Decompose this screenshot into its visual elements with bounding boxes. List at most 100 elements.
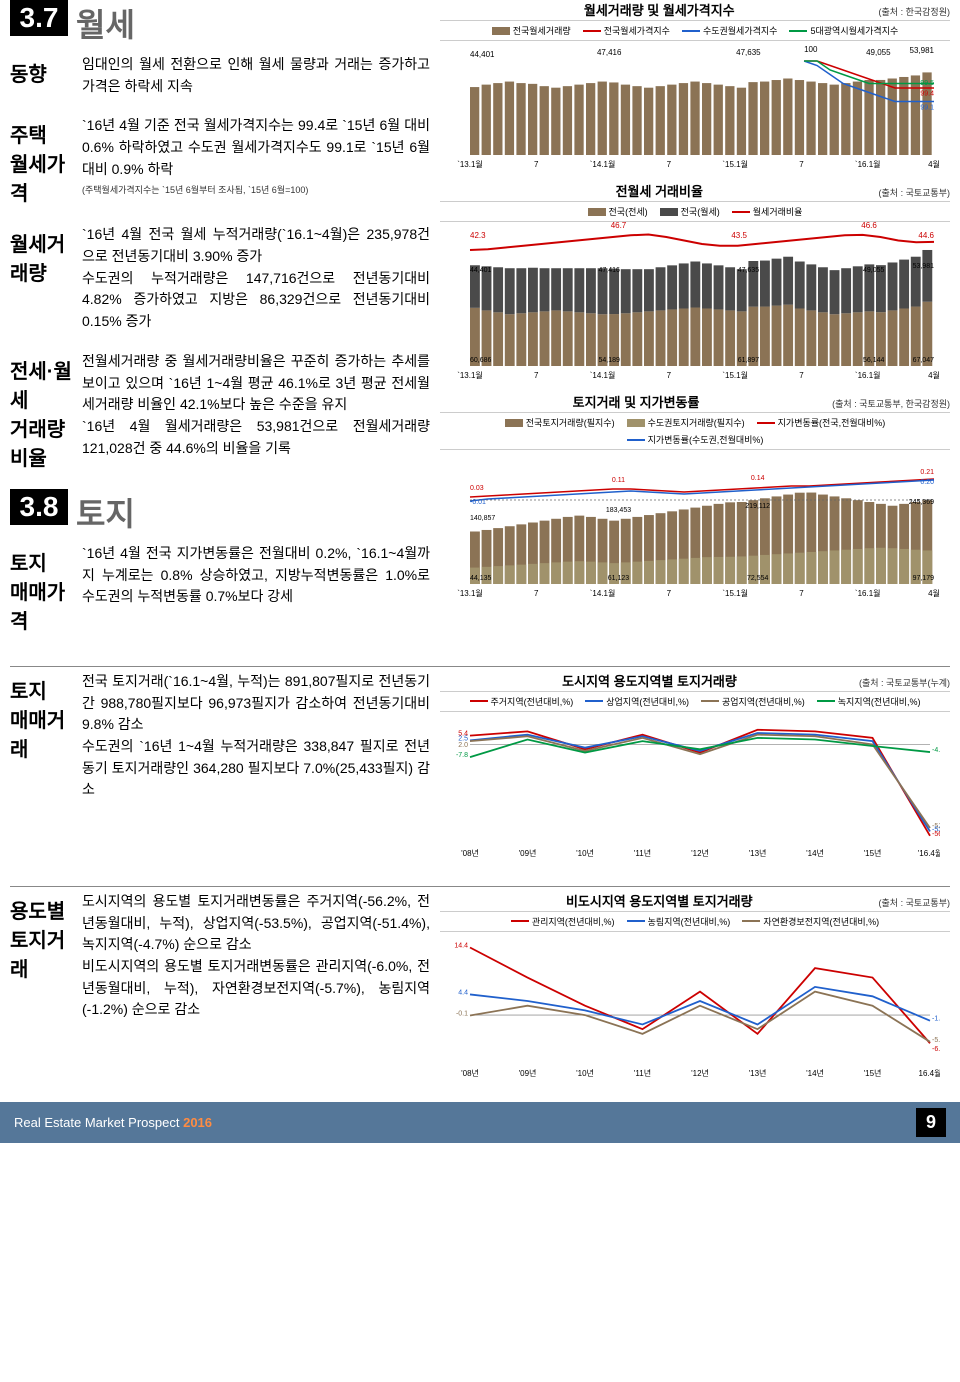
svg-text:7: 7	[667, 160, 672, 169]
svg-text:-4.7: -4.7	[932, 747, 940, 754]
svg-text:43.5: 43.5	[731, 231, 747, 240]
svg-text:7: 7	[667, 589, 672, 598]
svg-text:0.03: 0.03	[470, 485, 484, 492]
svg-text:-5.7: -5.7	[932, 1037, 940, 1044]
chart5-title: 비도시지역 용도지역별 토지거래량	[566, 891, 753, 910]
chart2-source: (출처 : 국토교통부)	[879, 186, 950, 199]
svg-text:2.0: 2.0	[458, 742, 468, 749]
svg-text:7: 7	[534, 589, 539, 598]
legend-item: 지가변동률(전국,전월대비%)	[757, 416, 886, 429]
legend-item: 5대광역시월세가격지수	[789, 24, 898, 37]
svg-text:'16.4월: '16.4월	[918, 848, 940, 858]
svg-text:`14.1월: `14.1월	[590, 588, 616, 598]
svg-text:49,055: 49,055	[866, 48, 891, 57]
svg-text:4월: 4월	[928, 588, 940, 598]
svg-text:-7.8: -7.8	[456, 752, 468, 759]
svg-text:44.6: 44.6	[918, 231, 934, 240]
svg-text:47,635: 47,635	[738, 267, 760, 274]
svg-text:4.4: 4.4	[458, 989, 468, 996]
svg-text:`14.1월: `14.1월	[590, 370, 616, 380]
svg-text:219,112: 219,112	[745, 503, 770, 510]
body-landprice: `16년 4월 전국 지가변동률은 전월대비 0.2%, `16.1~4월까지 …	[82, 543, 430, 634]
legend-item: 전국(전세)	[588, 205, 648, 218]
chart5-source: (출처 : 국토교통부)	[879, 896, 950, 909]
footer-year: 2016	[183, 1115, 212, 1130]
svg-text:44,135: 44,135	[470, 575, 492, 582]
legend-label: 수도권월세가격지수	[703, 24, 778, 37]
svg-text:'15년: '15년	[864, 1068, 882, 1078]
label-landprice: 토지 매매가격	[10, 543, 72, 634]
legend-label: 관리지역(전년대비,%)	[532, 915, 615, 928]
svg-text:53,981: 53,981	[910, 46, 935, 55]
svg-text:46.7: 46.7	[611, 222, 627, 230]
svg-text:-56.2: -56.2	[932, 831, 940, 838]
label-trend: 동향	[10, 54, 72, 97]
chart1-source: (출처 : 한국감정원)	[879, 5, 950, 18]
legend-item: 관리지역(전년대비,%)	[511, 915, 615, 928]
chart4-title: 도시지역 용도지역별 토지거래량	[562, 671, 737, 690]
svg-text:14.4: 14.4	[454, 942, 468, 949]
legend-item: 월세거래비율	[732, 205, 803, 218]
legend-label: 농림지역(전년대비,%)	[648, 915, 731, 928]
chart4-source: (출처 : 국토교통부(누계)	[859, 676, 950, 689]
chart1-title: 월세거래량 및 월세가격지수	[584, 0, 735, 19]
chart3-title: 토지거래 및 지가변동률	[573, 392, 700, 411]
svg-text:56,144: 56,144	[863, 357, 885, 364]
svg-text:'08년: '08년	[461, 1068, 479, 1078]
legend-item: 전국월세거래량	[492, 24, 571, 37]
svg-text:`15.1월: `15.1월	[722, 588, 748, 598]
body-ratio: 전월세거래량 중 월세거래량비율은 꾸준히 증가하는 추세를 보이고 있으며 `…	[82, 351, 430, 471]
svg-text:99.1: 99.1	[920, 105, 934, 112]
svg-text:'14년: '14년	[806, 848, 824, 858]
label-price: 주택 월세가격	[10, 115, 72, 206]
svg-text:140,857: 140,857	[470, 515, 495, 522]
svg-text:72,554: 72,554	[747, 575, 769, 582]
body-usetrade: 도시지역의 용도별 토지거래변동률은 주거지역(-56.2%, 전년동월대비, …	[82, 891, 430, 1021]
svg-text:44,401: 44,401	[470, 50, 495, 59]
svg-text:60,686: 60,686	[470, 357, 492, 364]
svg-text:99.4: 99.4	[920, 91, 934, 98]
svg-text:'10년: '10년	[576, 848, 594, 858]
chart-jeonwolse-ratio: 전월세 거래비율 (출처 : 국토교통부) 전국(전세)전국(월세)월세거래비율…	[440, 181, 950, 382]
svg-text:47,416: 47,416	[597, 48, 622, 57]
legend-label: 공업지역(전년대비,%)	[722, 695, 805, 708]
legend-label: 녹지지역(전년대비,%)	[838, 695, 921, 708]
svg-text:`13.1월: `13.1월	[457, 159, 483, 169]
svg-text:'09년: '09년	[519, 848, 537, 858]
svg-text:'11년: '11년	[634, 848, 651, 858]
section-title-38: 토지	[76, 489, 135, 535]
body-landtrade: 전국 토지거래(`16.1~4월, 누적)는 891,807필지로 전년동기간 …	[82, 671, 430, 801]
legend-item: 수도권토지거래량(필지수)	[627, 416, 745, 429]
svg-text:7: 7	[534, 371, 539, 380]
svg-text:-6.0: -6.0	[932, 1046, 940, 1053]
svg-text:99.5: 99.5	[920, 80, 934, 87]
svg-text:4월: 4월	[928, 159, 940, 169]
legend-label: 전국(전세)	[609, 205, 648, 218]
legend-label: 전국월세가격지수	[604, 24, 670, 37]
svg-text:16.4월: 16.4월	[919, 1068, 940, 1078]
legend-label: 지가변동률(수도권,전월대비%)	[648, 433, 764, 446]
svg-text:`14.1월: `14.1월	[590, 159, 616, 169]
legend-label: 지가변동률(전국,전월대비%)	[778, 416, 886, 429]
svg-text:'15년: '15년	[864, 848, 882, 858]
svg-text:53,981: 53,981	[913, 263, 935, 270]
svg-text:'14년: '14년	[806, 1068, 824, 1078]
legend-label: 5대광역시월세가격지수	[810, 24, 898, 37]
svg-text:7: 7	[799, 589, 804, 598]
body-trend: 임대인의 월세 전환으로 인해 월세 물량과 거래는 증가하고 가격은 하락세 …	[82, 54, 430, 97]
svg-text:44,401: 44,401	[470, 267, 492, 274]
legend-item: 자연환경보전지역(전년대비,%)	[742, 915, 879, 928]
legend-label: 주거지역(전년대비,%)	[491, 695, 574, 708]
chart2-title: 전월세 거래비율	[616, 181, 703, 200]
legend-label: 수도권토지거래량(필지수)	[648, 416, 745, 429]
svg-text:0.14: 0.14	[751, 475, 765, 482]
svg-text:`15.1월: `15.1월	[722, 370, 748, 380]
svg-text:4월: 4월	[928, 370, 940, 380]
svg-text:183,453: 183,453	[606, 507, 631, 514]
section-number-37: 3.7	[10, 0, 68, 36]
svg-text:61,123: 61,123	[608, 575, 630, 582]
legend-label: 전국월세거래량	[513, 24, 571, 37]
svg-text:0.20: 0.20	[920, 479, 934, 486]
page-number: 9	[916, 1108, 946, 1137]
svg-text:245,369: 245,369	[909, 499, 934, 506]
